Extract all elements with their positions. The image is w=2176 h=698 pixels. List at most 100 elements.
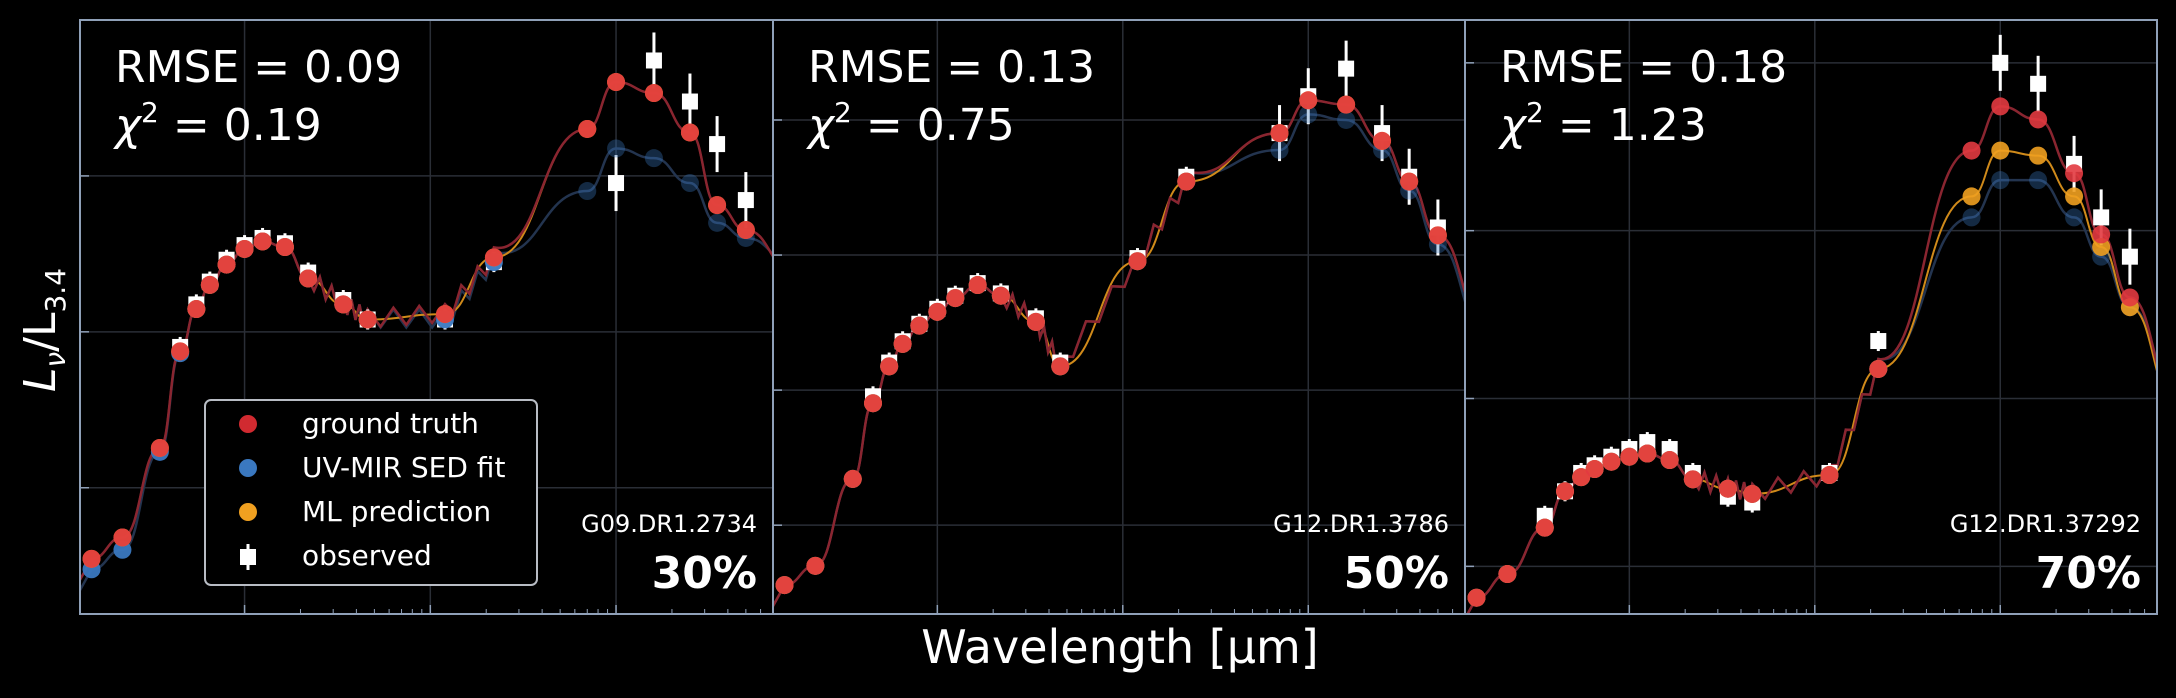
percent-label: 50% bbox=[1344, 548, 1449, 599]
ground-truth-point bbox=[1869, 359, 1888, 378]
ground-truth-point bbox=[200, 275, 219, 294]
ground-truth-point bbox=[334, 295, 353, 314]
galaxy-id-label: G12.DR1.37292 bbox=[1950, 510, 2141, 538]
percent-label: 70% bbox=[2036, 548, 2141, 599]
ground-truth-point bbox=[1660, 451, 1679, 470]
uv-mir-fit-point bbox=[680, 174, 699, 193]
legend-marker-ground-truth bbox=[239, 415, 257, 433]
chi-exponent: 2 bbox=[1526, 96, 1544, 129]
uv-mir-fit-point bbox=[1991, 171, 2010, 190]
panel-3: RMSE = 0.18 χ2 = 1.23 G12.DR1.37292 70% bbox=[1464, 19, 2158, 615]
legend-marker-uv-mir-fit bbox=[239, 459, 257, 477]
uv-mir-fit-point bbox=[607, 139, 626, 158]
ground-truth-point bbox=[235, 239, 254, 258]
chi-symbol: χ bbox=[806, 100, 836, 151]
ground-truth-point bbox=[1556, 482, 1575, 501]
panel-frame bbox=[1464, 19, 2158, 615]
ground-truth-point bbox=[843, 469, 862, 488]
ground-truth-point bbox=[775, 576, 794, 595]
ground-truth-point bbox=[187, 300, 206, 319]
ground-truth-point bbox=[991, 286, 1010, 305]
uv-mir-fit-point bbox=[113, 540, 132, 559]
y-axis-label: Lν/L3.4 bbox=[15, 268, 72, 392]
ground-truth-point bbox=[2120, 288, 2139, 307]
ground-truth-point bbox=[1820, 466, 1839, 485]
ground-truth-point bbox=[1498, 565, 1517, 584]
ml-prediction-point bbox=[2029, 146, 2048, 165]
ground-truth-point bbox=[113, 528, 132, 547]
ground-truth-point bbox=[82, 549, 101, 568]
ml-prediction-point bbox=[2092, 237, 2111, 256]
panel-plot-area bbox=[80, 20, 773, 614]
ground-truth-point bbox=[680, 123, 699, 142]
galaxy-id-label: G09.DR1.2734 bbox=[581, 510, 757, 538]
chi-value: = 0.75 bbox=[852, 100, 1015, 151]
observed-point bbox=[681, 93, 698, 110]
legend-label-uv-mir-fit: UV-MIR SED fit bbox=[302, 451, 505, 484]
chi-value: = 1.23 bbox=[1544, 100, 1707, 151]
ground-truth-point bbox=[436, 305, 455, 324]
ground-truth-point bbox=[150, 438, 169, 457]
ground-truth-point bbox=[1051, 357, 1070, 376]
ground-truth-point bbox=[880, 357, 899, 376]
ground-truth-point bbox=[1638, 444, 1657, 463]
ground-truth-point bbox=[1026, 312, 1045, 331]
observed-point bbox=[608, 175, 625, 192]
ground-truth-point bbox=[1535, 518, 1554, 537]
ground-truth-point bbox=[1128, 252, 1147, 271]
observed-point bbox=[2030, 75, 2047, 92]
percent-label: 30% bbox=[652, 548, 757, 599]
ground-truth-point bbox=[968, 276, 987, 295]
ground-truth-point bbox=[1602, 452, 1621, 471]
ground-truth-point bbox=[864, 394, 883, 413]
observed-point bbox=[1992, 54, 2009, 71]
ground-truth-point bbox=[2065, 164, 2084, 183]
ground-truth-point bbox=[736, 220, 755, 239]
ground-truth-point bbox=[1177, 172, 1196, 191]
ground-truth-point bbox=[578, 119, 597, 138]
ground-truth-point bbox=[644, 84, 663, 103]
ground-truth-point bbox=[1620, 447, 1639, 466]
ground-truth-point bbox=[806, 556, 825, 575]
uv-mir-fit-point bbox=[1299, 105, 1318, 124]
chi-exponent: 2 bbox=[141, 96, 159, 129]
ground-truth-point bbox=[1962, 141, 1981, 160]
ground-truth-point bbox=[946, 289, 965, 308]
rmse-label: RMSE = 0.13 bbox=[808, 42, 1095, 93]
ground-truth-point bbox=[253, 232, 272, 251]
ground-truth-point bbox=[217, 255, 236, 274]
panel-plot-area bbox=[773, 20, 1465, 614]
ground-truth-point bbox=[2029, 110, 2048, 129]
ground-truth-point bbox=[893, 334, 912, 353]
chi-symbol: χ bbox=[113, 100, 143, 151]
legend-label-ground-truth: ground truth bbox=[302, 407, 479, 440]
ground-truth-point bbox=[1428, 226, 1447, 245]
ground-truth-point bbox=[358, 310, 377, 329]
legend-label-observed: observed bbox=[302, 539, 432, 572]
uv-mir-fit-point bbox=[2065, 208, 2084, 227]
ground-truth-point bbox=[708, 196, 727, 215]
ml-prediction-point bbox=[1991, 141, 2010, 160]
observed-point bbox=[2121, 248, 2138, 265]
ground-truth-point bbox=[1299, 91, 1318, 110]
chi-value: = 0.19 bbox=[159, 100, 322, 151]
observed-point bbox=[709, 136, 726, 153]
observed-point bbox=[645, 52, 662, 69]
ground-truth-point bbox=[1467, 588, 1486, 607]
ground-truth-point bbox=[1743, 484, 1762, 503]
ground-truth-point bbox=[1337, 95, 1356, 114]
chi-square-label: χ2 = 0.75 bbox=[806, 96, 1015, 151]
observed-point bbox=[2093, 209, 2110, 226]
chi-exponent: 2 bbox=[834, 96, 852, 129]
observed-point bbox=[1338, 60, 1355, 77]
chi-square-label: χ2 = 0.19 bbox=[113, 96, 322, 151]
legend-label-ml-prediction: ML prediction bbox=[302, 495, 491, 528]
legend: ground truth UV-MIR SED fit ML predictio… bbox=[204, 399, 538, 586]
rmse-label: RMSE = 0.18 bbox=[1500, 42, 1787, 93]
ground-truth-point bbox=[2092, 225, 2111, 244]
ground-truth-point bbox=[1718, 479, 1737, 498]
uv-mir-fit-point bbox=[1270, 140, 1289, 159]
ground-truth-point bbox=[275, 238, 294, 257]
chi-symbol: χ bbox=[1498, 100, 1528, 151]
